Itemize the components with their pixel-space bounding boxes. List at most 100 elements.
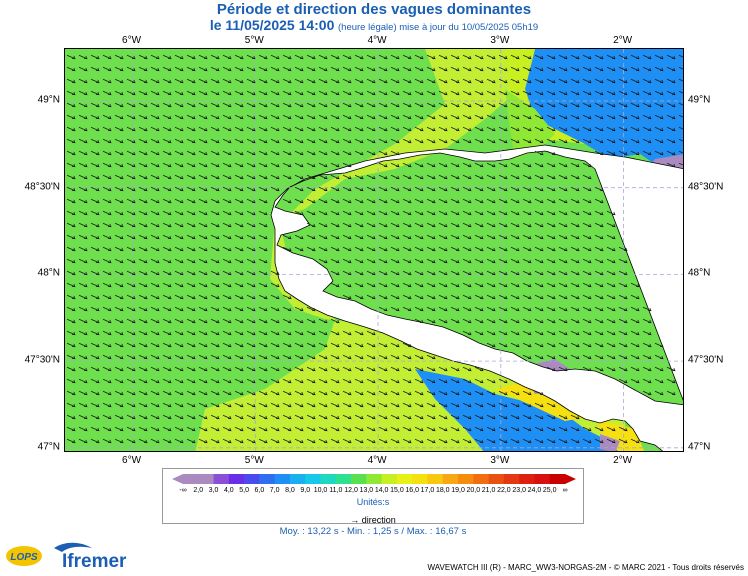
direction-arrow — [498, 378, 508, 384]
direction-arrow — [618, 102, 628, 108]
direction-arrow — [606, 306, 616, 312]
direction-arrow — [642, 102, 652, 108]
colorbar-tick-label: 21,0 — [481, 487, 496, 494]
direction-arrow — [114, 150, 124, 156]
direction-arrow — [246, 186, 256, 192]
direction-arrow — [210, 54, 220, 60]
direction-arrow — [378, 402, 388, 408]
direction-arrow — [378, 198, 388, 204]
direction-arrow — [234, 426, 244, 432]
direction-arrow — [210, 282, 220, 288]
lops-logo-text: LOPS — [10, 552, 38, 563]
direction-arrow — [234, 270, 244, 276]
direction-arrow — [114, 402, 124, 408]
direction-arrow — [582, 366, 592, 372]
colorbar-swatch — [488, 474, 505, 484]
direction-arrow — [282, 438, 292, 444]
direction-arrow — [114, 282, 124, 288]
direction-arrow — [414, 234, 424, 240]
direction-arrow — [402, 270, 412, 276]
direction-arrow — [450, 222, 460, 228]
direction-arrow — [486, 294, 496, 300]
direction-arrow — [66, 282, 76, 288]
direction-arrow — [402, 102, 412, 108]
direction-arrow — [198, 66, 208, 72]
direction-arrow — [150, 114, 160, 120]
direction-arrow — [510, 126, 520, 132]
direction-arrow — [138, 282, 148, 288]
direction-arrow — [198, 258, 208, 264]
direction-arrow — [510, 114, 520, 120]
direction-arrow — [582, 126, 592, 132]
direction-arrow — [258, 366, 268, 372]
direction-arrow — [282, 402, 292, 408]
direction-arrow — [294, 378, 304, 384]
direction-arrow — [342, 162, 352, 168]
direction-arrow — [618, 354, 628, 360]
direction-arrow — [426, 306, 436, 312]
direction-arrow — [66, 402, 76, 408]
direction-arrow — [210, 90, 220, 96]
colorbar-swatch — [274, 474, 291, 484]
direction-arrow — [390, 66, 400, 72]
direction-arrow — [558, 126, 568, 132]
direction-arrow — [186, 306, 196, 312]
direction-arrow — [270, 78, 280, 84]
direction-arrow — [570, 354, 580, 360]
direction-arrow — [138, 114, 148, 120]
direction-arrow — [162, 354, 172, 360]
direction-arrow — [366, 414, 376, 420]
direction-arrow — [438, 366, 448, 372]
direction-arrow — [510, 234, 520, 240]
direction-arrow — [486, 426, 496, 432]
direction-arrow — [162, 114, 172, 120]
direction-arrow — [282, 354, 292, 360]
update-note: (heure légale) mise à jour du 10/05/2025… — [338, 22, 539, 33]
direction-arrow — [78, 342, 88, 348]
direction-arrow — [78, 198, 88, 204]
direction-arrow — [546, 318, 556, 324]
direction-arrow — [162, 126, 172, 132]
direction-arrow — [258, 234, 268, 240]
direction-arrow — [294, 210, 304, 216]
direction-arrow — [186, 390, 196, 396]
direction-arrow — [606, 270, 616, 276]
direction-arrow — [222, 282, 232, 288]
direction-arrow — [234, 366, 244, 372]
direction-arrow — [222, 246, 232, 252]
direction-arrow — [138, 198, 148, 204]
direction-arrow — [654, 102, 664, 108]
direction-arrow — [498, 138, 508, 144]
direction-arrow — [534, 330, 544, 336]
direction-arrow — [474, 54, 484, 60]
direction-arrow — [306, 66, 316, 72]
direction-arrow — [378, 354, 388, 360]
direction-arrow — [270, 90, 280, 96]
direction-arrow — [354, 126, 364, 132]
direction-arrow — [558, 222, 568, 228]
direction-arrow — [426, 90, 436, 96]
direction-arrow — [522, 270, 532, 276]
direction-arrow — [66, 210, 76, 216]
direction-arrow — [174, 150, 184, 156]
wave-period-map[interactable] — [64, 48, 684, 452]
direction-arrow — [150, 222, 160, 228]
direction-arrow — [426, 414, 436, 420]
direction-arrow — [138, 210, 148, 216]
direction-arrow — [102, 150, 112, 156]
direction-arrow — [330, 438, 340, 444]
direction-arrow — [630, 366, 640, 372]
direction-arrow — [318, 126, 328, 132]
direction-arrow — [66, 354, 76, 360]
direction-arrow — [330, 378, 340, 384]
direction-arrow — [78, 102, 88, 108]
direction-arrow — [378, 54, 388, 60]
direction-arrow — [618, 366, 628, 372]
direction-arrow — [534, 78, 544, 84]
direction-arrow — [222, 78, 232, 84]
direction-arrow — [498, 294, 508, 300]
colorbar-swatch — [427, 474, 444, 484]
direction-arrow — [246, 138, 256, 144]
direction-arrow — [486, 174, 496, 180]
direction-arrow — [90, 138, 100, 144]
